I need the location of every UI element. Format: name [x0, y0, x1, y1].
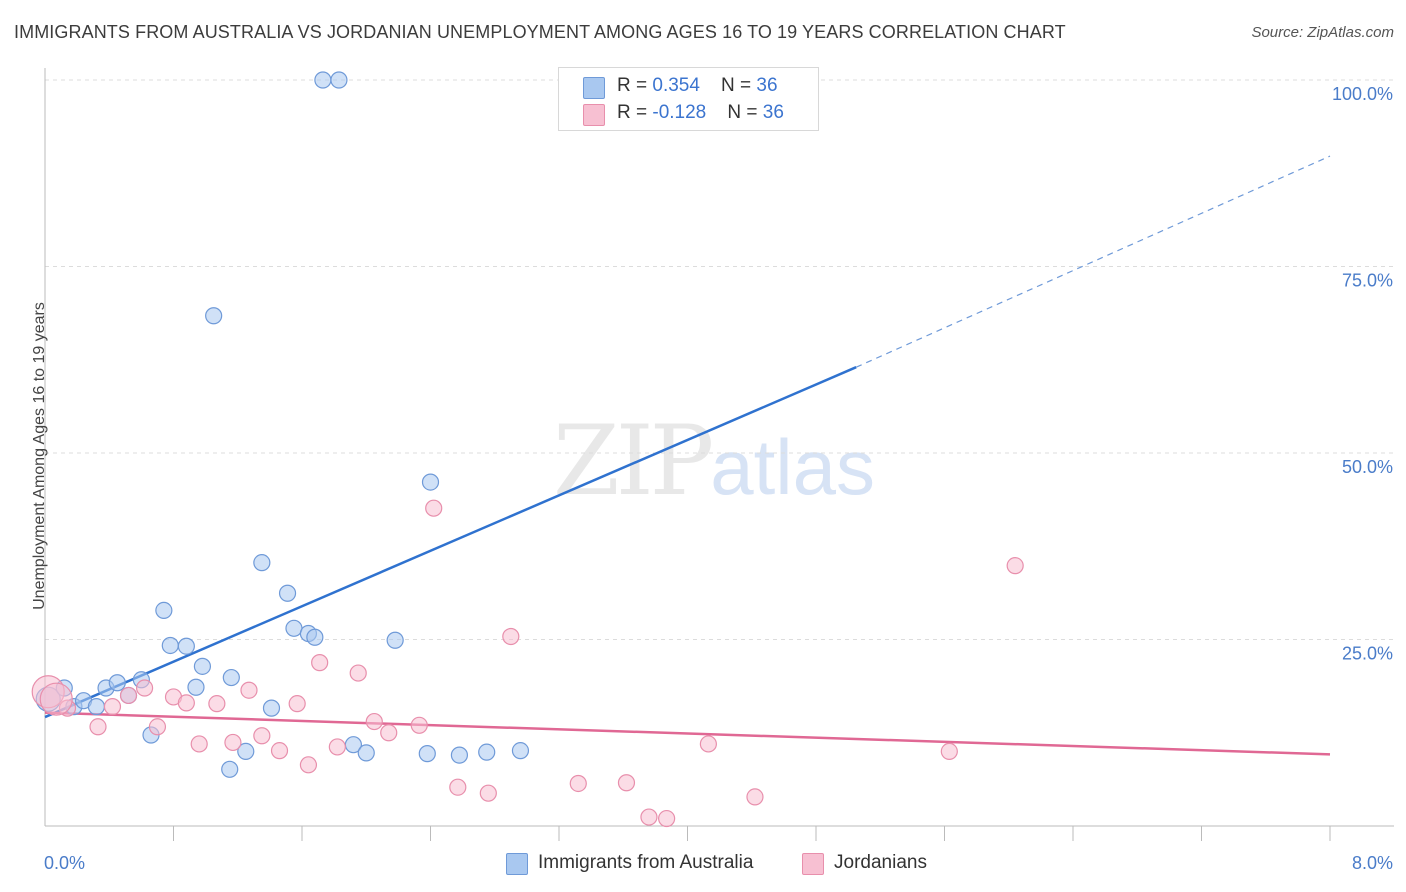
n-value-australia: 36: [756, 75, 778, 96]
tick-labels: 25.0% 50.0% 75.0% 100.0% 0.0% 8.0%: [44, 84, 1393, 873]
point-australia: [108, 674, 126, 692]
bottom-legend-swatch-australia: [506, 853, 528, 875]
point-australia: [205, 307, 223, 325]
n-value-jordanians: 36: [762, 102, 784, 123]
point-australia: [330, 71, 348, 89]
point-jordanians: [640, 808, 658, 826]
legend-swatch-jordanians: [583, 104, 605, 126]
point-australia: [87, 698, 106, 716]
trendline-australia: [44, 366, 857, 719]
gridlines: [45, 79, 1394, 640]
bottom-legend-swatch-jordanians: [802, 853, 824, 875]
point-jordanians: [89, 718, 107, 736]
point-jordanians: [479, 784, 497, 802]
point-jordanians: [658, 809, 676, 828]
point-jordanians: [148, 718, 167, 736]
point-australia: [253, 554, 271, 572]
legend-text-australia: R = 0.354 N = 36: [617, 75, 778, 96]
point-jordanians: [208, 695, 226, 713]
watermark-atlas: atlas: [710, 423, 875, 511]
point-jordanians: [502, 627, 520, 646]
point-jordanians: [177, 694, 195, 712]
point-jordanians: [224, 733, 242, 752]
point-jordanians: [328, 738, 346, 756]
point-australia: [262, 699, 281, 717]
point-australia: [237, 742, 255, 761]
x-tick-label-min: 0.0%: [44, 853, 85, 873]
trendline-australia-extension: [855, 155, 1331, 368]
watermark-zip: ZIP: [553, 405, 714, 517]
point-australia: [177, 637, 195, 655]
point-australia: [357, 744, 375, 762]
r-value-australia: 0.354: [652, 75, 700, 96]
point-jordanians: [425, 499, 443, 517]
point-jordanians: [380, 724, 398, 742]
point-australia: [161, 636, 179, 655]
point-jordanians: [699, 735, 717, 753]
point-jordanians: [103, 698, 122, 716]
point-jordanians: [135, 679, 154, 697]
chart-title: IMMIGRANTS FROM AUSTRALIA VS JORDANIAN U…: [14, 22, 1066, 42]
point-jordanians: [449, 778, 467, 796]
point-jordanians: [940, 742, 958, 761]
point-australia: [478, 743, 496, 761]
point-jordanians: [119, 686, 138, 705]
point-jordanians: [190, 735, 208, 753]
y-tick-label: 75.0%: [1342, 271, 1393, 291]
point-jordanians: [288, 695, 306, 713]
axes: [44, 68, 1394, 841]
point-australia: [450, 746, 469, 764]
point-jordanians: [410, 716, 428, 734]
point-jordanians: [253, 727, 271, 745]
trendline-jordanians: [44, 711, 1331, 756]
bottom-legend-label-australia: Immigrants from Australia: [538, 852, 754, 873]
point-australia: [314, 71, 332, 89]
point-australia: [221, 760, 239, 778]
point-jordanians: [240, 681, 258, 699]
point-jordanians: [617, 774, 636, 792]
point-australia: [386, 631, 404, 649]
trendlines: [44, 155, 1331, 756]
x-tick-label-max: 8.0%: [1352, 853, 1393, 873]
point-jordanians: [1006, 557, 1024, 575]
point-jordanians: [311, 654, 329, 672]
point-jordanians: [365, 712, 383, 731]
point-australia: [222, 668, 240, 687]
y-tick-label: 50.0%: [1342, 457, 1393, 477]
legend-swatch-australia: [583, 77, 605, 99]
point-australia: [193, 657, 212, 675]
point-jordanians: [299, 756, 318, 774]
point-australia: [187, 678, 205, 696]
correlation-legend: R = 0.354 N = 36 R = -0.128 N = 36: [558, 67, 819, 131]
legend-text-jordanians: R = -0.128 N = 36: [617, 102, 784, 123]
point-australia: [306, 628, 324, 646]
point-australia: [285, 619, 303, 637]
point-australia: [511, 742, 530, 760]
point-australia: [155, 601, 173, 620]
point-australia: [278, 584, 297, 602]
r-value-jordanians: -0.128: [652, 102, 707, 123]
y-axis-label: Unemployment Among Ages 16 to 19 years: [31, 302, 48, 610]
bottom-legend-label-jordanians: Jordanians: [834, 852, 927, 873]
point-australia: [421, 473, 440, 491]
point-australia: [418, 745, 436, 763]
point-jordanians: [39, 682, 73, 716]
y-tick-label: 100.0%: [1332, 84, 1393, 104]
point-jordanians: [349, 664, 367, 682]
point-jordanians: [569, 774, 587, 793]
point-jordanians: [270, 742, 289, 760]
data-points: [31, 71, 1024, 828]
point-jordanians: [746, 788, 764, 806]
watermark: ZIPatlas: [553, 405, 875, 517]
source-label: Source: ZipAtlas.com: [1251, 24, 1394, 41]
y-tick-label: 25.0%: [1342, 644, 1393, 664]
